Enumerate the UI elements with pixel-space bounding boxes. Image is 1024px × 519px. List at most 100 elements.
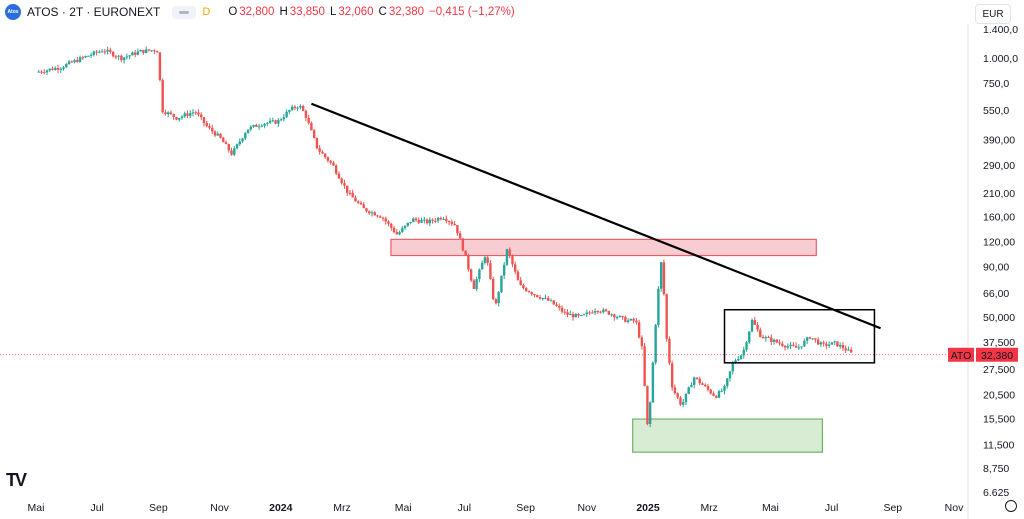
candle-body [431, 219, 434, 221]
candle-body [800, 346, 803, 348]
candle-body [830, 342, 834, 345]
candle-body [794, 345, 798, 348]
candle-body [425, 219, 429, 224]
candle-body [659, 262, 663, 289]
ohlc-key: H [279, 6, 288, 18]
chart-header: Atos ATOS · 2T · EURONEXT D O 32,800 H 33,8… [0, 0, 960, 24]
candle-body [591, 312, 594, 314]
x-tick-label: Jul [458, 502, 471, 514]
ohlc-key: C [378, 6, 387, 18]
candle-body [712, 393, 715, 396]
candle-body [78, 57, 82, 62]
candle-body [808, 337, 812, 339]
candle-body [43, 72, 46, 74]
candle-body [274, 120, 277, 124]
candle-body [582, 314, 586, 316]
candle-body [153, 50, 156, 52]
y-tick-label: 290,00 [983, 160, 1015, 172]
candle-body [516, 271, 520, 281]
candle-body [67, 61, 71, 64]
candle-body [756, 324, 759, 330]
candle-body [483, 257, 487, 263]
candle-body [318, 148, 321, 152]
candle-body [390, 223, 393, 228]
candle-body [235, 144, 239, 149]
candle-body [453, 223, 456, 226]
candle-body [89, 54, 93, 56]
collapse-toggle[interactable] [172, 5, 197, 19]
symbol-title[interactable]: ATOS · 2T · EURONEXT [27, 5, 161, 19]
currency-button[interactable]: EUR [975, 4, 1011, 24]
candle-body [387, 221, 390, 224]
candle-body [789, 344, 792, 347]
candle-body [161, 80, 164, 113]
candle-body [447, 221, 451, 223]
candle-body [596, 311, 600, 313]
candle-body [56, 68, 60, 70]
candle-body [772, 339, 776, 342]
candle-body [480, 262, 484, 270]
ohlc-value: 33,850 [289, 6, 325, 18]
candle-body [329, 160, 332, 163]
tradingview-logo[interactable]: TV [6, 470, 27, 490]
candle-body [613, 314, 616, 318]
candle-body [180, 116, 184, 119]
candle-body [657, 288, 660, 325]
candle-body [395, 232, 398, 235]
candle-body [541, 298, 544, 300]
x-tick-label: Mai [395, 502, 412, 514]
candle-body [436, 217, 440, 221]
x-tick-label: Sep [516, 502, 535, 514]
candle-body [442, 218, 445, 220]
candle-body [695, 377, 699, 379]
candle-body [822, 342, 825, 344]
candle-body [563, 311, 566, 313]
candle-body [513, 264, 517, 272]
candle-body [343, 183, 346, 186]
candle-body [593, 311, 597, 313]
candle-body [629, 318, 633, 321]
candle-body [268, 120, 272, 123]
candle-body [560, 307, 564, 312]
candle-body [249, 126, 253, 130]
candle-body [323, 153, 327, 158]
candle-body [48, 68, 51, 71]
candle-body [238, 141, 241, 145]
candle-body [665, 294, 668, 339]
candle-body [530, 292, 533, 295]
delayed-data-badge[interactable]: D [202, 6, 211, 18]
candle-body [321, 151, 324, 154]
candle-body [401, 228, 404, 233]
candle-body [844, 348, 847, 351]
candle-body [365, 208, 368, 212]
candle-body [114, 56, 118, 58]
candle-body [139, 49, 142, 52]
candle-body [610, 314, 613, 316]
x-tick-label: Sep [883, 502, 902, 514]
candle-body [133, 52, 137, 55]
candle-body [271, 120, 275, 122]
candle-body [172, 113, 175, 118]
candle-body [555, 304, 558, 307]
candle-body [676, 393, 679, 398]
x-tick-label: Sep [149, 502, 168, 514]
candle-body [502, 264, 506, 276]
candle-body [577, 314, 580, 316]
settings-icon[interactable] [1005, 500, 1017, 512]
candle-body [241, 138, 244, 142]
candle-body [142, 49, 145, 53]
y-tick-label: 6.625 [983, 487, 1009, 499]
candle-body [348, 192, 352, 194]
candle-body [681, 402, 685, 405]
candle-body [525, 288, 528, 292]
y-tick-label: 8,750 [983, 463, 1009, 475]
candle-body [87, 55, 90, 57]
candle-body [334, 165, 338, 174]
y-tick-label: 37,500 [983, 337, 1015, 349]
candle-body [304, 110, 308, 118]
candle-body [475, 279, 478, 289]
candle-body [717, 391, 721, 398]
candle-body [100, 51, 104, 53]
x-tick-label: Mai [28, 502, 45, 514]
